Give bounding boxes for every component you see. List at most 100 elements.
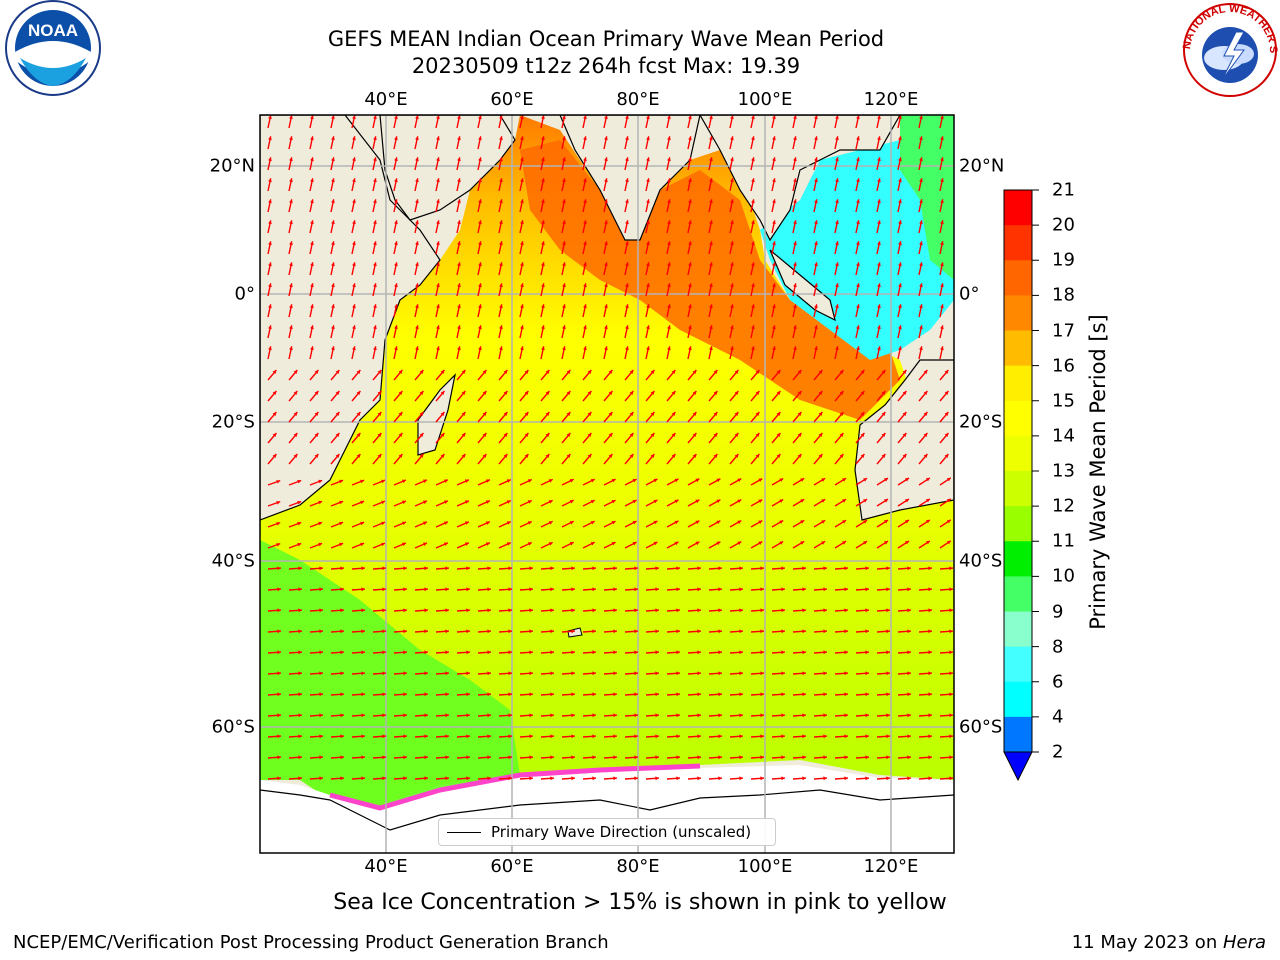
- colorbar-tick-label: 10: [1052, 565, 1075, 587]
- wave-arrow-head: [944, 412, 949, 416]
- wave-arrow-head: [919, 136, 923, 141]
- wave-arrow-head: [940, 199, 944, 204]
- wave-arrow-head: [692, 433, 697, 437]
- wave-arrow-head: [478, 157, 482, 162]
- wave-arrow-head: [562, 136, 566, 141]
- wave-arrow-head: [520, 199, 524, 204]
- wave-arrow-head: [949, 734, 953, 739]
- wave-arrow-head: [949, 587, 953, 592]
- africa-landmass: [260, 115, 441, 521]
- wave-arrow-head: [545, 454, 550, 458]
- wave-arrow-head: [485, 542, 490, 546]
- wave-arrow-head: [886, 776, 890, 781]
- wave-arrow-head: [907, 566, 911, 571]
- wave-arrow-head: [310, 241, 314, 246]
- wave-arrow-head: [478, 241, 482, 246]
- wave-arrow-head: [382, 755, 386, 760]
- wave-arrow-head: [919, 325, 923, 330]
- wave-arrow-head: [590, 479, 595, 483]
- wave-arrow-head: [478, 346, 482, 351]
- wave-arrow-head: [394, 178, 398, 183]
- wave-arrow-head: [667, 115, 671, 120]
- wave-arrow-head: [310, 157, 314, 162]
- wave-arrow-head: [318, 479, 323, 484]
- wave-arrow-head: [403, 692, 407, 697]
- wave-arrow-head: [863, 520, 868, 524]
- wave-arrow-head: [478, 115, 482, 120]
- wave-arrow-head: [436, 325, 440, 330]
- colorbar-segment: [1004, 576, 1032, 612]
- wave-arrow-head: [734, 412, 739, 416]
- wave-arrow-head: [629, 433, 634, 437]
- wave-arrow-head: [499, 178, 503, 183]
- wave-arrow-head: [751, 241, 755, 246]
- wave-arrow-head: [508, 650, 512, 655]
- wave-arrow-head: [688, 304, 692, 309]
- wave-arrow-head: [886, 671, 890, 676]
- wave-arrow-head: [772, 157, 776, 162]
- wave-arrow-head: [928, 608, 932, 613]
- wave-arrow-head: [776, 370, 781, 374]
- wave-arrow-head: [781, 734, 785, 739]
- wave-arrow-head: [382, 566, 386, 571]
- wave-arrow-head: [424, 734, 428, 739]
- wave-arrow-head: [562, 262, 566, 267]
- wave-arrow-head: [695, 478, 700, 483]
- wave-arrow-head: [276, 501, 281, 505]
- wave-arrow-head: [529, 671, 533, 676]
- wave-arrow-head: [814, 304, 818, 309]
- wave-arrow-head: [676, 629, 680, 634]
- wave-arrow-head: [482, 370, 487, 374]
- wave-arrow-head: [671, 370, 676, 374]
- wave-arrow-head: [482, 433, 487, 437]
- wave-arrow-head: [403, 713, 407, 718]
- wave-arrow-head: [297, 479, 302, 484]
- wave-arrow-head: [650, 433, 655, 437]
- wave-arrow-head: [802, 776, 806, 781]
- wave-arrow-head: [835, 262, 839, 267]
- wave-arrow-head: [331, 241, 335, 246]
- wave-arrow-head: [272, 454, 277, 458]
- wave-arrow-head: [844, 629, 848, 634]
- wave-arrow-head: [571, 629, 575, 634]
- wave-arrow-head: [268, 199, 272, 204]
- wave-arrow-head: [928, 587, 932, 592]
- wave-arrow-head: [779, 520, 784, 524]
- wave-arrow-head: [445, 692, 449, 697]
- wave-arrow-head: [436, 136, 440, 141]
- wave-arrow-head: [466, 755, 470, 760]
- wave-arrow-head: [541, 283, 545, 288]
- wave-arrow-head: [907, 650, 911, 655]
- wave-arrow-head: [373, 178, 377, 183]
- wave-arrow-head: [907, 671, 911, 676]
- wave-arrow-head: [499, 157, 503, 162]
- wave-arrow-head: [506, 500, 511, 504]
- wave-arrow-head: [487, 755, 491, 760]
- wave-arrow-head: [293, 454, 298, 458]
- wave-arrow-head: [352, 325, 356, 330]
- wave-arrow-head: [314, 370, 319, 374]
- wave-arrow-head: [844, 671, 848, 676]
- wave-arrow-head: [760, 734, 764, 739]
- wave-arrow-head: [835, 199, 839, 204]
- wave-arrow-head: [739, 650, 743, 655]
- wave-arrow-head: [877, 325, 881, 330]
- wave-arrow-head: [676, 734, 680, 739]
- wave-arrow-head: [613, 671, 617, 676]
- wave-arrow-head: [629, 454, 634, 458]
- wave-arrow-head: [688, 325, 692, 330]
- wave-arrow-head: [289, 346, 293, 351]
- wave-arrow-head: [739, 692, 743, 697]
- wave-arrow-head: [814, 178, 818, 183]
- wave-arrow-head: [541, 157, 545, 162]
- wave-arrow-head: [377, 391, 382, 395]
- wave-arrow-head: [716, 478, 721, 483]
- wave-arrow-head: [793, 157, 797, 162]
- wave-arrow-head: [928, 650, 932, 655]
- wave-arrow-head: [319, 629, 323, 634]
- colorbar-tick-label: 2: [1052, 741, 1064, 763]
- wave-arrow-head: [881, 391, 886, 395]
- wave-arrow-head: [436, 178, 440, 183]
- wave-arrow-head: [797, 412, 802, 416]
- wave-arrow-head: [457, 178, 461, 183]
